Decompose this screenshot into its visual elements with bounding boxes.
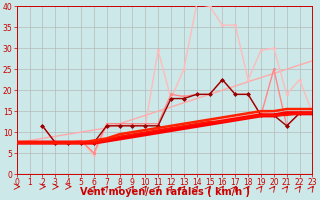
X-axis label: Vent moyen/en rafales ( km/h ): Vent moyen/en rafales ( km/h ): [80, 187, 250, 197]
